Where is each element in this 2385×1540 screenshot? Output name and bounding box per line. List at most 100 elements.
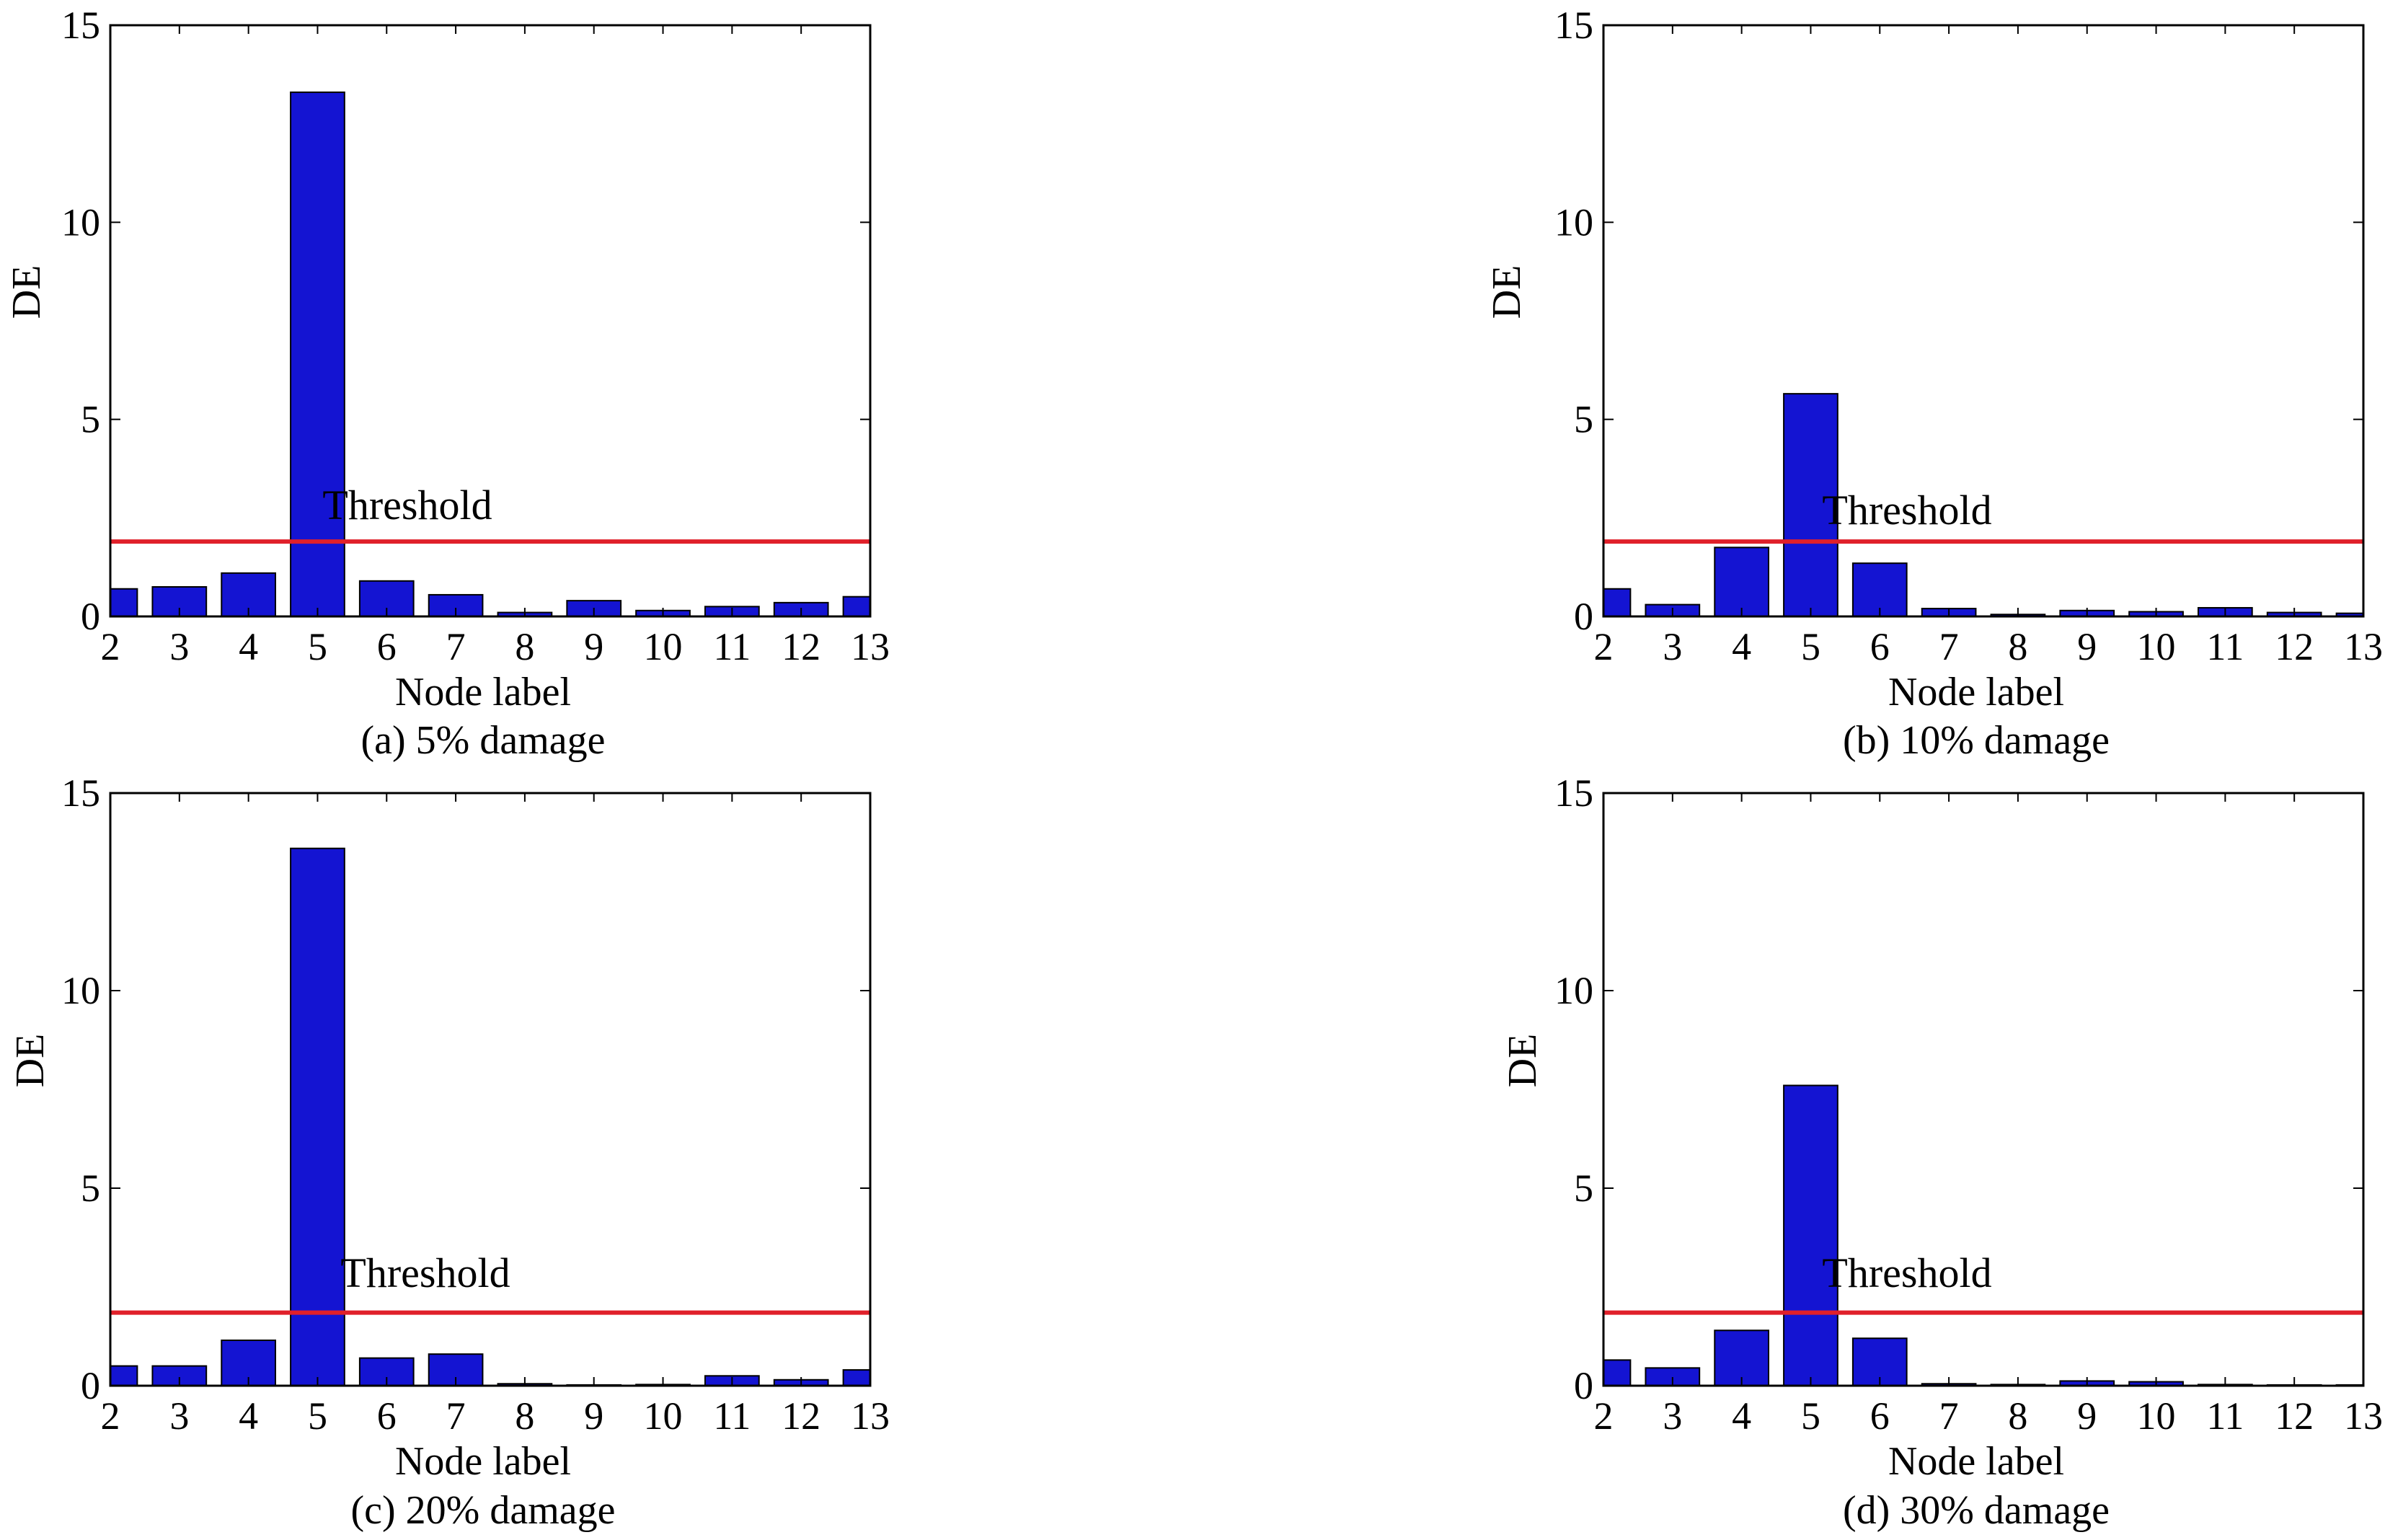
- x-tick-label: 6: [1870, 1394, 1890, 1438]
- plot-frame: [109, 24, 872, 618]
- y-tick-label: 15: [1554, 4, 1593, 47]
- panel-c: 0 5 10 15 2 3 4 5 6 7 8 9 10 11 12 13 Threshold DE Node…: [8, 771, 890, 1533]
- y-axis-title: DE: [1484, 265, 1529, 319]
- y-tick-label: 0: [81, 1364, 100, 1407]
- x-tick-label: 9: [2077, 1394, 2097, 1438]
- threshold-label: Threshold: [1822, 1249, 1991, 1296]
- panel-a: 0 5 10 15 2 3 4 5 6 7 8 9 10 11 12 13 Threshold DE Node…: [4, 4, 890, 763]
- x-tick-label: 8: [515, 1394, 534, 1438]
- y-tick-label: 10: [1554, 969, 1593, 1012]
- x-axis-title: Node label: [1888, 670, 2064, 714]
- x-tick-label: 3: [169, 625, 189, 668]
- x-tick-label: 9: [584, 1394, 603, 1438]
- x-tick-label: 4: [239, 1394, 258, 1438]
- x-axis-title: Node label: [1888, 1439, 2064, 1484]
- plot-frame: [1602, 792, 2365, 1387]
- bar-node-5: [1783, 1084, 1838, 1386]
- x-tick-label: 10: [644, 1394, 683, 1438]
- bar-node-5: [290, 847, 345, 1386]
- y-tick-label: 5: [81, 398, 100, 441]
- x-tick-label: 2: [1594, 1394, 1614, 1438]
- x-tick-label: 5: [1801, 625, 1820, 668]
- panel-caption: (d) 30% damage: [1843, 1488, 2110, 1533]
- x-tick-label: 10: [644, 625, 683, 668]
- x-tick-label: 2: [101, 1394, 120, 1438]
- threshold-label: Threshold: [322, 482, 492, 528]
- x-tick-label: 8: [515, 625, 534, 668]
- bar-node-6: [1851, 562, 1908, 616]
- x-tick-label: 6: [377, 1394, 397, 1438]
- x-tick-label: 6: [1870, 625, 1890, 668]
- y-tick-label: 5: [81, 1167, 100, 1210]
- bar-node-2: [1603, 588, 1632, 616]
- x-tick-label: 11: [713, 1394, 751, 1438]
- threshold-label: Threshold: [340, 1249, 510, 1296]
- x-tick-label: 13: [851, 1394, 890, 1438]
- threshold-label: Threshold: [1822, 487, 1991, 534]
- x-tick-label: 4: [1732, 625, 1751, 668]
- bar-node-5: [1783, 393, 1838, 616]
- y-tick-label: 15: [61, 4, 100, 47]
- x-tick-label: 2: [1594, 625, 1614, 668]
- x-tick-label: 7: [446, 625, 466, 668]
- plot-frame: [1602, 24, 2365, 618]
- panel-b: 0 5 10 15 2 3 4 5 6 7 8 9 10 11 12 13 Threshold DE Node…: [1484, 4, 2383, 763]
- x-tick-label: 4: [239, 625, 258, 668]
- x-tick-label: 3: [1663, 1394, 1682, 1438]
- x-tick-label: 9: [584, 625, 603, 668]
- panel-d: 0 5 10 15 2 3 4 5 6 7 8 9 10 11 12 13 Threshold DE Node…: [1500, 771, 2383, 1533]
- x-tick-label: 7: [446, 1394, 466, 1438]
- x-tick-label: 9: [2077, 625, 2097, 668]
- x-tick-label: 3: [1663, 625, 1682, 668]
- x-tick-label: 8: [2008, 1394, 2027, 1438]
- x-tick-label: 5: [308, 1394, 327, 1438]
- bar-node-13: [842, 596, 870, 616]
- x-tick-label: 4: [1732, 1394, 1751, 1438]
- x-tick-label: 11: [2206, 1394, 2244, 1438]
- y-tick-label: 5: [1574, 398, 1593, 441]
- panel-caption: (a) 5% damage: [361, 718, 606, 763]
- x-tick-label: 5: [308, 625, 327, 668]
- x-tick-label: 8: [2008, 625, 2027, 668]
- x-tick-label: 10: [2137, 625, 2176, 668]
- y-tick-label: 0: [81, 595, 100, 638]
- x-tick-label: 13: [2344, 625, 2383, 668]
- x-tick-label: 12: [2275, 1394, 2314, 1438]
- x-tick-label: 12: [782, 625, 820, 668]
- x-tick-label: 10: [2137, 1394, 2176, 1438]
- y-tick-label: 0: [1574, 595, 1593, 638]
- y-tick-label: 15: [1554, 771, 1593, 815]
- y-tick-label: 15: [61, 771, 100, 815]
- bar-node-5: [290, 91, 345, 616]
- bar-node-4: [1714, 1329, 1770, 1386]
- x-tick-label: 12: [2275, 625, 2314, 668]
- y-axis-title: DE: [1500, 1034, 1545, 1088]
- panel-caption: (c) 20% damage: [351, 1488, 616, 1533]
- x-tick-label: 11: [2206, 625, 2244, 668]
- x-tick-label: 13: [2344, 1394, 2383, 1438]
- x-tick-label: 5: [1801, 1394, 1820, 1438]
- x-tick-label: 2: [101, 625, 120, 668]
- x-tick-label: 6: [377, 625, 397, 668]
- panel-caption: (b) 10% damage: [1843, 718, 2110, 763]
- y-tick-label: 10: [61, 200, 100, 244]
- bar-node-4: [221, 1339, 277, 1386]
- y-tick-label: 5: [1574, 1167, 1593, 1210]
- plot-frame: [109, 792, 872, 1387]
- y-tick-label: 0: [1574, 1364, 1593, 1407]
- x-tick-label: 12: [782, 1394, 820, 1438]
- x-axis-title: Node label: [395, 670, 571, 714]
- x-tick-label: 13: [851, 625, 890, 668]
- y-axis-title: DE: [8, 1034, 53, 1088]
- bar-node-4: [1714, 546, 1770, 616]
- y-tick-label: 10: [1554, 200, 1593, 244]
- x-axis-title: Node label: [395, 1439, 571, 1484]
- y-tick-label: 10: [61, 969, 100, 1012]
- bar-node-2: [1603, 1359, 1632, 1386]
- x-tick-label: 7: [1939, 1394, 1959, 1438]
- x-tick-label: 7: [1939, 625, 1959, 668]
- x-tick-label: 11: [713, 625, 751, 668]
- y-axis-title: DE: [4, 265, 49, 319]
- x-tick-label: 3: [169, 1394, 189, 1438]
